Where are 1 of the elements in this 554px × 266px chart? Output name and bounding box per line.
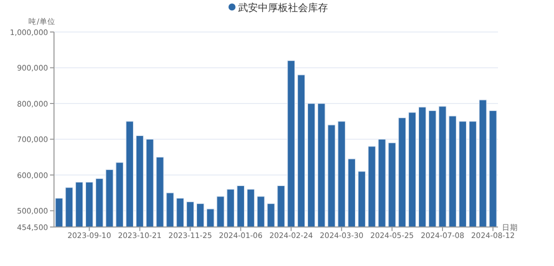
legend-label: 武安中厚板社会库存 — [238, 2, 328, 14]
